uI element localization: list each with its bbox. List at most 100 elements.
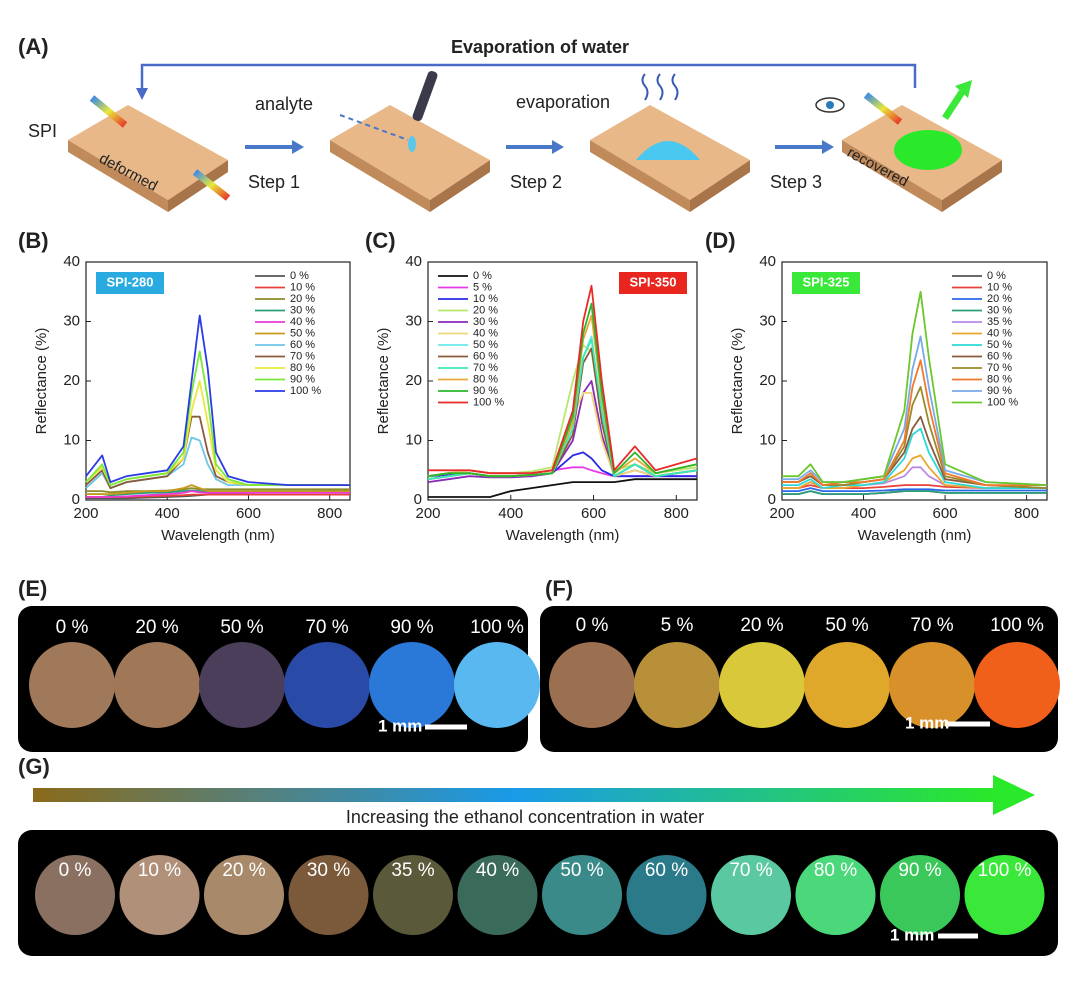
sample-photo xyxy=(974,642,1060,728)
legend-label: 30 % xyxy=(290,304,315,316)
legend-label: 70 % xyxy=(987,362,1012,374)
legend-label: 60 % xyxy=(987,350,1012,362)
legend-label: 100 % xyxy=(473,396,504,408)
label: SPI xyxy=(28,121,57,141)
concentration-label: 70 % xyxy=(910,615,953,636)
spectrum-line xyxy=(782,487,1047,492)
concentration-label: 40 % xyxy=(476,860,519,881)
cycle-arrow xyxy=(140,63,917,95)
concentration-label: 35 % xyxy=(391,860,434,881)
y-tick-label: 10 xyxy=(63,431,80,448)
concentration-label: 20 % xyxy=(222,860,265,881)
badge-label: SPI-350 xyxy=(630,274,677,289)
legend-label: 30 % xyxy=(473,316,498,328)
legend-label: 20 % xyxy=(290,293,315,305)
light-beam xyxy=(192,169,231,201)
spectrum-line xyxy=(85,314,350,486)
spectrum-line xyxy=(782,427,1047,489)
panel-a: (A) Evaporation of water SPI deformed an… xyxy=(18,34,1002,212)
legend-label: 80 % xyxy=(473,373,498,385)
gradient-bar xyxy=(33,788,993,802)
legend-label: 70 % xyxy=(473,362,498,374)
x-tick-label: 200 xyxy=(769,505,794,522)
legend-label: 100 % xyxy=(987,396,1018,408)
photo-panel xyxy=(18,830,1058,956)
x-tick-label: 200 xyxy=(415,505,440,522)
gradient-caption: Increasing the ethanol concentration in … xyxy=(346,807,704,827)
label: Step 2 xyxy=(510,172,562,192)
legend-label: 10 % xyxy=(987,281,1012,293)
droplet xyxy=(408,136,416,152)
legend-label: 60 % xyxy=(473,350,498,362)
spectrum-line xyxy=(86,484,350,495)
spectrum-line xyxy=(428,478,697,498)
x-tick-label: 400 xyxy=(155,505,180,522)
y-axis-label: Reflectance (%) xyxy=(33,328,50,435)
concentration-label: 20 % xyxy=(740,615,783,636)
scale-bar-label: 1 mm xyxy=(378,716,422,735)
label: analyte xyxy=(255,94,313,114)
x-tick-label: 800 xyxy=(664,505,689,522)
legend-label: 90 % xyxy=(290,373,315,385)
y-tick-label: 40 xyxy=(759,253,776,270)
x-tick-label: 200 xyxy=(73,505,98,522)
legend-label: 50 % xyxy=(987,339,1012,351)
spectrum-line xyxy=(428,284,698,475)
x-tick-label: 400 xyxy=(498,505,523,522)
scale-bar-label: 1 mm xyxy=(890,925,934,944)
y-axis-label: Reflectance (%) xyxy=(375,328,392,435)
scale-bar-label: 1 mm xyxy=(905,713,949,732)
concentration-label: 100 % xyxy=(978,860,1032,881)
spectrum-line xyxy=(782,484,1047,489)
spectrum-line xyxy=(86,487,350,494)
legend-label: 40 % xyxy=(473,327,498,339)
sample-photo xyxy=(626,855,707,935)
legend-label: 100 % xyxy=(290,385,321,397)
concentration-label: 0 % xyxy=(56,617,89,638)
y-tick-label: 0 xyxy=(72,491,80,508)
sample-photo xyxy=(804,642,890,728)
sample-photo xyxy=(964,855,1045,935)
panel-label: (F) xyxy=(545,576,573,601)
concentration-label: 90 % xyxy=(390,617,433,638)
spectrum-line xyxy=(782,290,1048,486)
spectrum-line xyxy=(782,454,1047,489)
legend-label: 90 % xyxy=(987,385,1012,397)
concentration-label: 5 % xyxy=(661,615,694,636)
badge xyxy=(96,272,164,294)
y-tick-label: 20 xyxy=(405,372,422,389)
droplet-dome xyxy=(636,141,700,160)
eye-iris xyxy=(826,101,834,109)
spectrum-line xyxy=(427,347,698,481)
legend-label: 50 % xyxy=(473,339,498,351)
sample-photo xyxy=(542,855,622,935)
gradient-arrow-head xyxy=(993,775,1035,815)
green-spot xyxy=(894,130,962,170)
sample-photo xyxy=(457,855,538,935)
y-tick-label: 30 xyxy=(63,312,80,329)
light-beam xyxy=(863,92,903,125)
spectrum-line xyxy=(782,490,1047,495)
dashed-arrow xyxy=(339,114,409,141)
spectrum-line xyxy=(427,466,697,478)
legend-label: 0 % xyxy=(987,270,1006,282)
panel-label: (E) xyxy=(18,576,47,601)
x-tick-label: 800 xyxy=(317,505,342,522)
y-tick-label: 30 xyxy=(405,312,422,329)
concentration-label: 50 % xyxy=(560,860,603,881)
legend-label: 60 % xyxy=(290,339,315,351)
spectrum-line xyxy=(427,302,698,478)
legend-label: 90 % xyxy=(473,385,498,397)
concentration-label: 30 % xyxy=(307,860,350,881)
concentration-label: 50 % xyxy=(220,617,263,638)
y-axis-label: Reflectance (%) xyxy=(729,328,746,435)
reflected-beam xyxy=(942,90,965,120)
spectrum-line xyxy=(427,380,698,483)
arrow-head xyxy=(136,88,148,100)
cycle-title: Evaporation of water xyxy=(451,37,629,57)
legend-label: 35 % xyxy=(987,316,1012,328)
panel-label: (D) xyxy=(705,228,736,253)
concentration-label: 100 % xyxy=(470,617,524,638)
x-tick-label: 800 xyxy=(1014,505,1039,522)
